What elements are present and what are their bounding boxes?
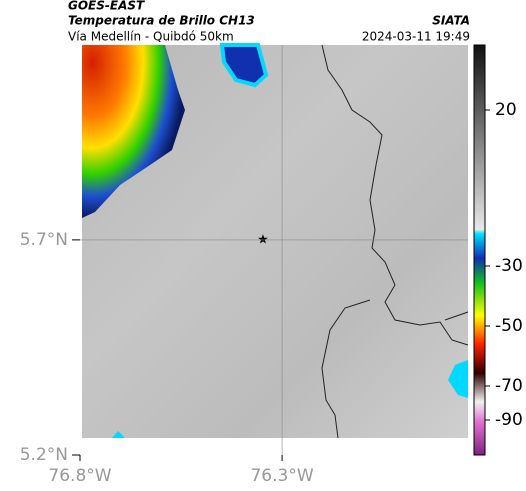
lon-tick-label: 76.3°W [250, 466, 313, 486]
map-panel: ★ [80, 43, 469, 455]
title: Temperatura de Brillo CH13 [68, 14, 255, 28]
brand: SIATA [432, 14, 470, 28]
border-line [321, 44, 469, 346]
cloud-top [82, 45, 185, 218]
subtitle: Vía Medellín - Quibdó 50km [68, 30, 234, 44]
header: GOES-EAST Temperatura de Brillo CH13 SIA… [68, 0, 470, 44]
colorbar-tick-label: -50 [495, 316, 523, 336]
colorbar [473, 44, 486, 456]
lat-tick-label: 5.7°N [20, 230, 68, 250]
cloud-top [219, 43, 269, 88]
source: GOES-EAST [68, 0, 145, 13]
colorbar-tick-label: 20 [495, 100, 517, 120]
colorbar-tick-label: -90 [495, 410, 523, 430]
lat-tick-label: 5.2°N [20, 445, 68, 465]
colorbar-tick-label: -30 [495, 256, 523, 276]
cloud-top [448, 360, 468, 398]
border-line [321, 299, 469, 439]
colorbar-tick-label: -70 [495, 376, 523, 396]
cloud-top [112, 431, 125, 438]
lon-tick-label: 76.8°W [48, 466, 111, 486]
colorbar-scale [473, 44, 486, 456]
datetime: 2024-03-11 19:49 [362, 30, 470, 44]
